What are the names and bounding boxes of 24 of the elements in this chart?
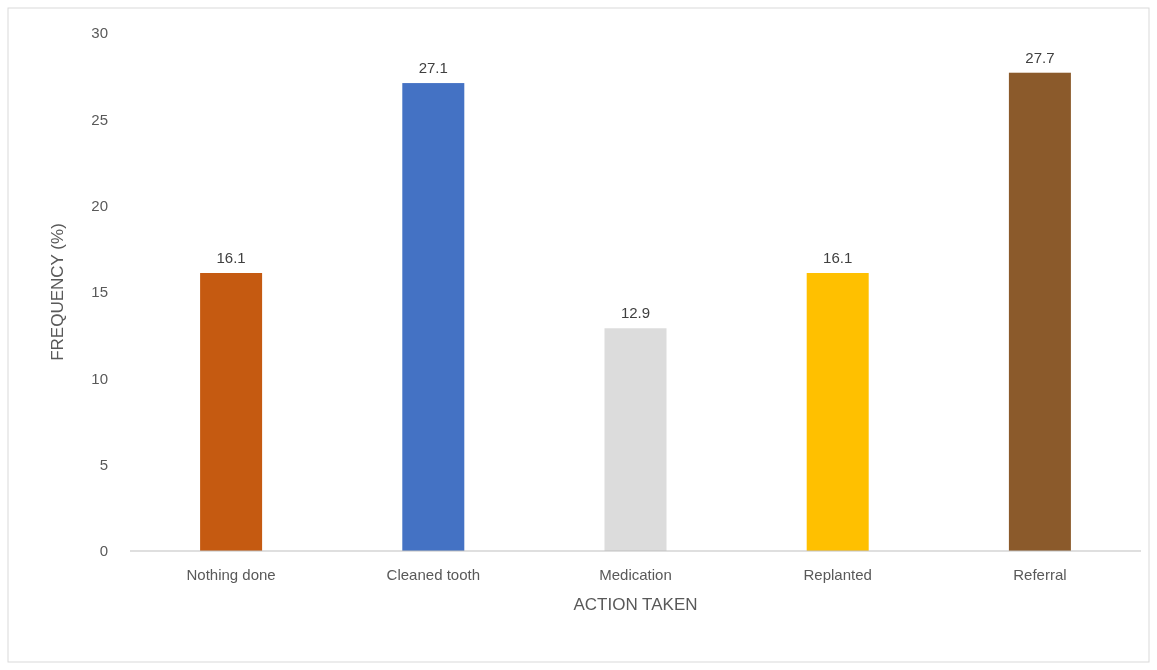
- y-tick-label: 5: [99, 455, 108, 473]
- y-tick-label: 10: [91, 369, 108, 387]
- bar: [402, 83, 465, 551]
- y-tick-label: 20: [91, 196, 108, 214]
- y-tick-label: 25: [91, 110, 108, 128]
- y-tick-label: 15: [91, 283, 108, 301]
- data-label: 12.9: [620, 304, 651, 322]
- bar: [806, 273, 869, 551]
- data-label: 27.1: [418, 59, 448, 77]
- x-tick-label: Medication: [599, 566, 672, 583]
- bar: [200, 273, 263, 551]
- bar: [1008, 72, 1071, 551]
- data-label: 16.1: [216, 249, 246, 267]
- y-tick-label: 0: [99, 542, 108, 560]
- x-tick-label: Referral: [1013, 566, 1067, 583]
- y-axis-title: FREQUENCY (%): [47, 223, 67, 361]
- y-tick-label: 30: [91, 24, 108, 42]
- x-axis-title: ACTION TAKEN: [573, 594, 698, 614]
- x-tick-label: Nothing done: [186, 566, 276, 583]
- x-tick-label: Cleaned tooth: [386, 566, 480, 583]
- x-tick-label: Replanted: [803, 566, 872, 583]
- data-label: 27.7: [1025, 48, 1055, 66]
- bar: [604, 328, 667, 551]
- data-label: 16.1: [823, 249, 853, 267]
